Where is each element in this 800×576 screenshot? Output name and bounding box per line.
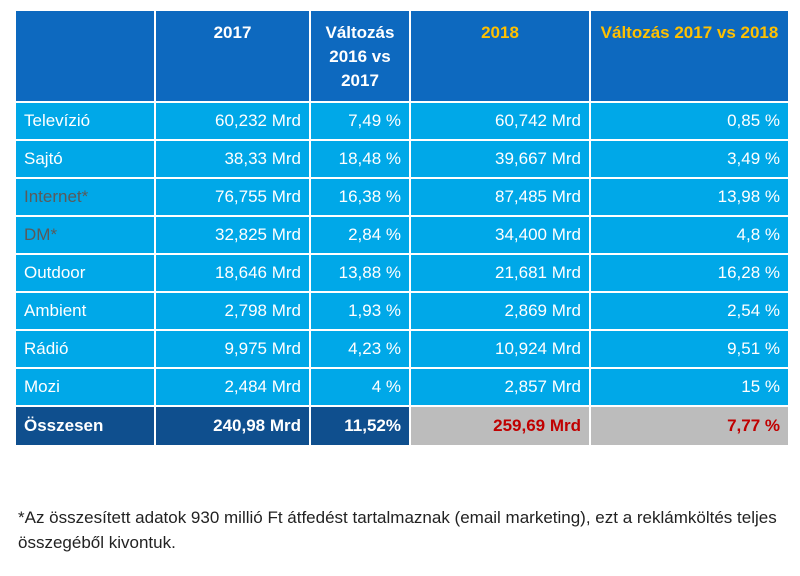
header-change-2017-2018: Változás 2017 vs 2018 xyxy=(589,9,790,103)
total-label: Összesen xyxy=(14,405,156,447)
value-2017: 38,33 Mrd xyxy=(154,139,311,179)
change-2016-2017: 4,23 % xyxy=(309,329,411,369)
change-2016-2017: 1,93 % xyxy=(309,291,411,331)
value-2018: 2,869 Mrd xyxy=(409,291,591,331)
total-value-2018: 259,69 Mrd xyxy=(409,405,591,447)
change-2016-2017: 18,48 % xyxy=(309,139,411,179)
row-label: Internet* xyxy=(14,177,156,217)
value-2017: 60,232 Mrd xyxy=(154,101,311,141)
value-2018: 34,400 Mrd xyxy=(409,215,591,255)
table-row: Outdoor 18,646 Mrd 13,88 % 21,681 Mrd 16… xyxy=(14,253,790,293)
row-label: Mozi xyxy=(14,367,156,407)
ad-spend-table-container: 2017 Változás 2016 vs 2017 2018 Változás… xyxy=(14,9,790,447)
table-row: Ambient 2,798 Mrd 1,93 % 2,869 Mrd 2,54 … xyxy=(14,291,790,331)
table-row: Televízió 60,232 Mrd 7,49 % 60,742 Mrd 0… xyxy=(14,101,790,141)
total-row: Összesen 240,98 Mrd 11,52% 259,69 Mrd 7,… xyxy=(14,405,790,447)
change-2017-2018: 2,54 % xyxy=(589,291,790,331)
row-label: Rádió xyxy=(14,329,156,369)
value-2017: 2,798 Mrd xyxy=(154,291,311,331)
row-label: DM* xyxy=(14,215,156,255)
table-row: Sajtó 38,33 Mrd 18,48 % 39,667 Mrd 3,49 … xyxy=(14,139,790,179)
change-2016-2017: 13,88 % xyxy=(309,253,411,293)
value-2017: 9,975 Mrd xyxy=(154,329,311,369)
change-2017-2018: 9,51 % xyxy=(589,329,790,369)
value-2017: 76,755 Mrd xyxy=(154,177,311,217)
change-2017-2018: 3,49 % xyxy=(589,139,790,179)
total-value-2017: 240,98 Mrd xyxy=(154,405,311,447)
row-label: Outdoor xyxy=(14,253,156,293)
change-2017-2018: 13,98 % xyxy=(589,177,790,217)
change-2017-2018: 15 % xyxy=(589,367,790,407)
change-2016-2017: 16,38 % xyxy=(309,177,411,217)
value-2017: 2,484 Mrd xyxy=(154,367,311,407)
total-change-2016-2017: 11,52% xyxy=(309,405,411,447)
value-2018: 87,485 Mrd xyxy=(409,177,591,217)
header-change-2016-2017: Változás 2016 vs 2017 xyxy=(309,9,411,103)
ad-spend-table: 2017 Változás 2016 vs 2017 2018 Változás… xyxy=(14,9,790,447)
value-2018: 2,857 Mrd xyxy=(409,367,591,407)
table-row: DM* 32,825 Mrd 2,84 % 34,400 Mrd 4,8 % xyxy=(14,215,790,255)
row-label: Sajtó xyxy=(14,139,156,179)
table-row: Internet* 76,755 Mrd 16,38 % 87,485 Mrd … xyxy=(14,177,790,217)
change-2016-2017: 7,49 % xyxy=(309,101,411,141)
header-blank xyxy=(14,9,156,103)
change-2017-2018: 16,28 % xyxy=(589,253,790,293)
change-2017-2018: 4,8 % xyxy=(589,215,790,255)
row-label: Televízió xyxy=(14,101,156,141)
value-2018: 21,681 Mrd xyxy=(409,253,591,293)
value-2017: 32,825 Mrd xyxy=(154,215,311,255)
table-header-row: 2017 Változás 2016 vs 2017 2018 Változás… xyxy=(14,9,790,103)
header-2018: 2018 xyxy=(409,9,591,103)
row-label: Ambient xyxy=(14,291,156,331)
table-row: Rádió 9,975 Mrd 4,23 % 10,924 Mrd 9,51 % xyxy=(14,329,790,369)
value-2017: 18,646 Mrd xyxy=(154,253,311,293)
change-2016-2017: 2,84 % xyxy=(309,215,411,255)
value-2018: 39,667 Mrd xyxy=(409,139,591,179)
table-row: Mozi 2,484 Mrd 4 % 2,857 Mrd 15 % xyxy=(14,367,790,407)
value-2018: 60,742 Mrd xyxy=(409,101,591,141)
footnote: *Az összesített adatok 930 millió Ft átf… xyxy=(18,508,777,552)
header-2017: 2017 xyxy=(154,9,311,103)
total-change-2017-2018: 7,77 % xyxy=(589,405,790,447)
change-2016-2017: 4 % xyxy=(309,367,411,407)
value-2018: 10,924 Mrd xyxy=(409,329,591,369)
change-2017-2018: 0,85 % xyxy=(589,101,790,141)
